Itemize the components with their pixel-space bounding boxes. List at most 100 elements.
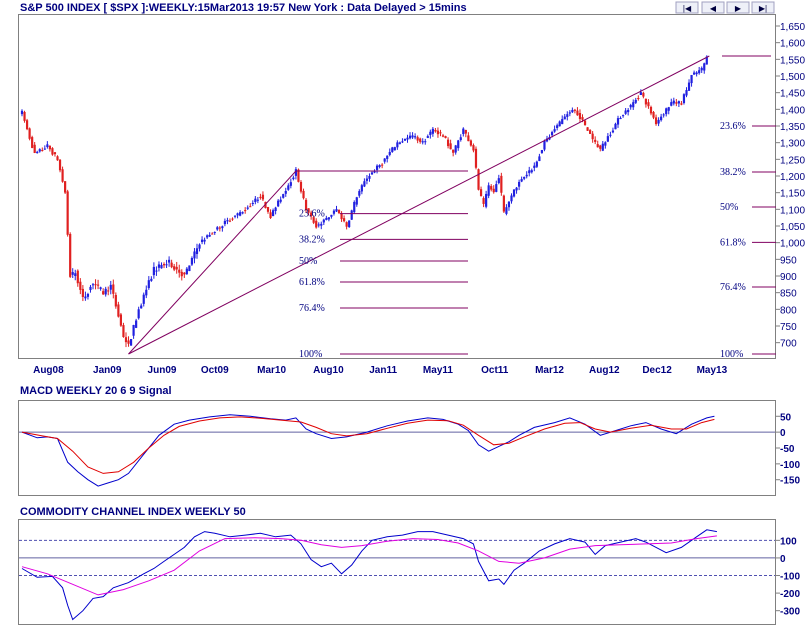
candle-body [667,107,670,111]
candle-body [216,227,219,230]
candle-body [573,109,576,111]
candle-body [482,198,485,204]
candle-body [561,119,564,125]
candle-body [411,135,414,138]
macd-y-tick-label: -100 [780,460,800,471]
cci-y-tick-label: -300 [780,607,800,618]
candle-body [170,262,173,268]
candle-body [703,63,706,71]
candle-body [48,145,51,150]
trendline-long-term [128,55,710,355]
cci-y-tick-label: -200 [780,589,800,600]
candle-body [168,259,171,263]
date-tick-label: Mar10 [257,365,286,376]
candle-body [61,169,64,182]
price-y-tick-label: 1,200 [780,172,805,183]
candle-body [601,143,604,151]
candle-body [624,110,627,114]
candle-body [162,264,166,266]
candle-body [644,98,648,105]
candle-body [578,112,582,119]
fib-right-label: 23.6% [720,121,746,132]
macd-panel-frame [18,400,776,496]
candle-body [375,165,379,170]
candle-body [193,251,196,259]
candle-body [84,296,87,299]
candle-body [485,193,488,207]
candle-body [310,212,313,217]
candle-body [221,226,224,229]
candle-body [419,138,422,142]
candle-body [665,108,668,115]
candle-body [497,178,500,184]
candle-body [233,215,237,217]
fib-mid-label: 38.2% [299,234,325,245]
candle-body [535,161,538,167]
candle-body [330,214,333,217]
candle-body [479,189,483,196]
fib-mid-label: 50% [299,256,317,267]
candle-body [129,339,133,346]
date-tick-label: May13 [697,365,728,376]
date-tick-label: Aug10 [313,365,344,376]
first-page-button[interactable]: |◀ [675,1,699,14]
date-tick-label: Jan11 [369,365,397,376]
price-y-tick-label: 950 [780,255,797,266]
candle-body [434,129,437,132]
candle-body [223,220,226,225]
candle-body [173,266,176,270]
candle-body [274,207,277,211]
candle-body [414,136,417,138]
price-y-tick-label: 1,350 [780,122,805,133]
candle-body [403,138,407,141]
candle-body [69,233,72,277]
candle-body [188,265,191,272]
price-y-tick-label: 1,100 [780,205,805,216]
macd-plot: 50 0 -50 -100 -150 [19,412,800,487]
candle-body [510,195,513,202]
candle-body [315,220,318,228]
candle-body [589,130,592,134]
candle-body [261,194,265,200]
candle-body [472,145,475,151]
candle-body [528,170,531,174]
candle-body [249,206,252,208]
price-y-tick-label: 800 [780,305,797,316]
price-y-tick-label: 1,500 [780,72,805,83]
cci-series-1 [21,535,717,596]
candle-body [206,235,209,238]
macd-series-1 [21,416,715,474]
price-y-tick-label: 750 [780,322,797,333]
candle-body [99,287,102,289]
candle-body [23,111,26,121]
candle-body [462,128,465,135]
candle-body [540,150,544,153]
candle-body [682,94,686,104]
candle-body [609,134,612,136]
candle-body [218,227,221,229]
price-panel-frame [18,14,776,359]
candle-body [398,142,401,144]
candle-body [386,155,389,159]
candle-body [38,149,41,152]
candle-body [81,288,84,297]
candle-body [178,269,181,273]
next-page-button[interactable]: ▶ [726,1,750,14]
last-page-button[interactable]: ▶| [751,1,775,14]
candle-body [322,219,325,223]
candle-body [568,112,571,114]
candle-body [241,212,244,214]
candle-body [231,218,234,220]
candle-body [426,136,429,138]
price-y-tick-label: 1,300 [780,139,805,150]
candle-body [74,273,77,277]
candle-body [454,145,457,153]
candle-body [271,210,275,217]
candle-body [335,209,338,212]
price-y-tick-label: 850 [780,289,797,300]
candle-body [436,130,440,135]
prev-page-button[interactable]: ◀ [701,1,725,14]
candle-body [107,290,110,292]
candle-body [145,289,148,296]
candle-body [381,164,384,166]
